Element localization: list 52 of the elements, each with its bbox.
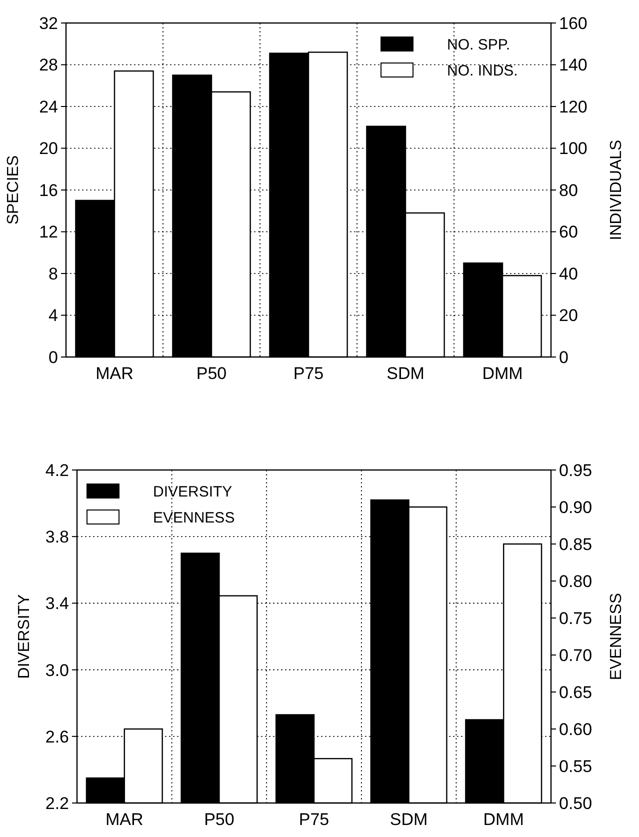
y2-tick-label: 0.75 bbox=[559, 608, 592, 628]
y2-tick-label: 0.95 bbox=[559, 460, 592, 480]
legend-label: EVENNESS bbox=[153, 509, 235, 526]
legend-label: NO. SPP. bbox=[447, 36, 510, 54]
y2-axis-title: EVENNESS bbox=[608, 592, 625, 680]
y-tick-label: 12 bbox=[39, 222, 58, 242]
y2-tick-label: 0.90 bbox=[559, 498, 592, 517]
y-tick-label: 2.2 bbox=[45, 794, 69, 813]
y2-tick-label: 140 bbox=[559, 56, 588, 75]
y-tick-label: 20 bbox=[39, 139, 58, 158]
y2-tick-label: 0.60 bbox=[559, 720, 592, 739]
y2-tick-label: 0.55 bbox=[559, 756, 592, 776]
y2-tick-label: 20 bbox=[559, 306, 578, 326]
y-tick-label: 3.8 bbox=[45, 528, 69, 547]
y2-tick-label: 40 bbox=[559, 264, 578, 284]
x-tick-label: P75 bbox=[298, 810, 330, 829]
x-tick-label: DMM bbox=[482, 364, 523, 383]
x-tick-label: P50 bbox=[204, 810, 234, 829]
y-tick-label: 4.2 bbox=[45, 460, 69, 480]
x-tick-label: P75 bbox=[293, 364, 324, 383]
y2-tick-label: 0.85 bbox=[559, 534, 592, 554]
x-tick-label: MAR bbox=[106, 810, 144, 829]
y-tick-label: 0 bbox=[48, 348, 58, 367]
y-tick-label: 32 bbox=[39, 14, 58, 33]
x-tick-label: DMM bbox=[483, 810, 524, 829]
y-tick-label: 3.4 bbox=[45, 594, 69, 614]
x-tick-label: SDM bbox=[390, 810, 428, 829]
y2-tick-label: 80 bbox=[559, 180, 578, 200]
y-tick-label: 2.6 bbox=[45, 727, 69, 746]
y-tick-label: 28 bbox=[39, 56, 58, 75]
y2-tick-label: 60 bbox=[559, 222, 578, 242]
y2-tick-label: 0.65 bbox=[559, 682, 592, 702]
y2-tick-label: 100 bbox=[559, 139, 588, 158]
y2-tick-label: 0.80 bbox=[559, 572, 592, 591]
x-tick-label: SDM bbox=[386, 364, 424, 383]
y2-tick-label: 160 bbox=[559, 14, 588, 33]
y2-tick-label: 0.50 bbox=[559, 794, 592, 813]
y-tick-label: 24 bbox=[39, 97, 58, 116]
y-tick-label: 3.0 bbox=[45, 660, 69, 680]
legend-label: NO. INDS. bbox=[447, 62, 518, 80]
y2-tick-label: 0 bbox=[559, 348, 568, 367]
y2-tick-label: 0.70 bbox=[559, 646, 592, 665]
x-tick-label: MAR bbox=[96, 364, 134, 383]
y-tick-label: 16 bbox=[39, 180, 58, 200]
legend-label: DIVERSITY bbox=[153, 483, 232, 500]
y-axis-title: SPECIES bbox=[5, 155, 22, 225]
y-tick-label: 4 bbox=[48, 306, 58, 326]
y-axis-title: DIVERSITY bbox=[16, 594, 33, 679]
y-tick-label: 8 bbox=[48, 264, 58, 284]
x-tick-label: P50 bbox=[196, 364, 227, 383]
y2-tick-label: 120 bbox=[559, 97, 588, 116]
y2-axis-title: INDIVIDUALS bbox=[608, 140, 625, 240]
